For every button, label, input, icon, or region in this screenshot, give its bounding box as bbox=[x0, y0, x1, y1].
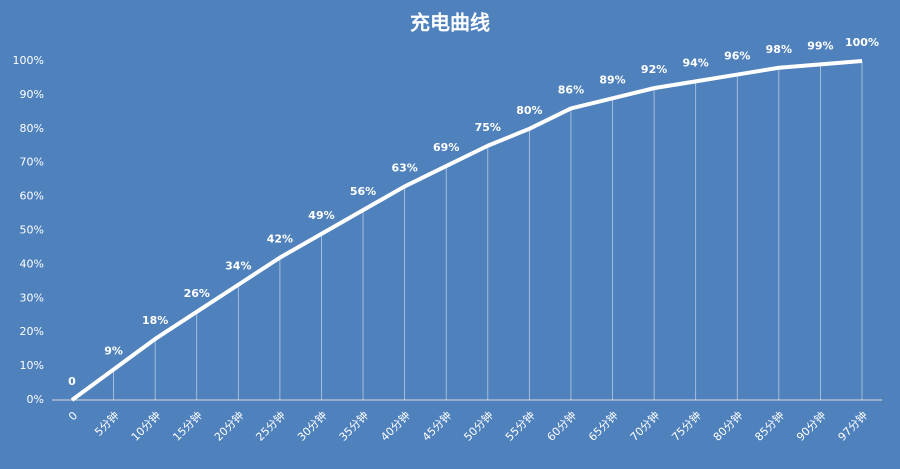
data-label: 69% bbox=[433, 141, 459, 154]
y-tick-label: 10% bbox=[20, 359, 44, 372]
y-tick-label: 80% bbox=[20, 122, 44, 135]
y-tick-label: 50% bbox=[20, 224, 44, 237]
y-tick-label: 70% bbox=[20, 156, 44, 169]
line bbox=[70, 59, 863, 402]
data-label: 86% bbox=[558, 83, 584, 96]
data-label: 75% bbox=[475, 121, 501, 134]
data-label: 18% bbox=[142, 314, 168, 327]
data-label: 0 bbox=[68, 375, 76, 388]
data-label: 96% bbox=[724, 50, 750, 63]
data-label: 63% bbox=[391, 161, 417, 174]
y-tick-label: 30% bbox=[20, 291, 44, 304]
data-label: 92% bbox=[641, 63, 667, 76]
chart-title: 充电曲线 bbox=[410, 11, 490, 35]
y-tick-label: 0% bbox=[27, 393, 44, 406]
data-label: 49% bbox=[308, 209, 334, 222]
data-label: 100% bbox=[845, 36, 879, 49]
data-label: 98% bbox=[766, 43, 792, 56]
data-label: 56% bbox=[350, 185, 376, 198]
data-label: 42% bbox=[267, 233, 293, 246]
y-tick-label: 100% bbox=[13, 54, 44, 67]
y-tick-label: 60% bbox=[20, 190, 44, 203]
data-label: 80% bbox=[516, 104, 542, 117]
y-tick-label: 20% bbox=[20, 325, 44, 338]
y-tick-label: 40% bbox=[20, 257, 44, 270]
y-tick-label: 90% bbox=[20, 88, 44, 101]
data-label: 89% bbox=[599, 73, 625, 86]
data-label: 99% bbox=[807, 39, 833, 52]
data-label: 26% bbox=[184, 287, 210, 300]
data-label: 9% bbox=[104, 344, 123, 357]
data-label: 34% bbox=[225, 260, 251, 273]
data-label: 94% bbox=[683, 56, 709, 69]
